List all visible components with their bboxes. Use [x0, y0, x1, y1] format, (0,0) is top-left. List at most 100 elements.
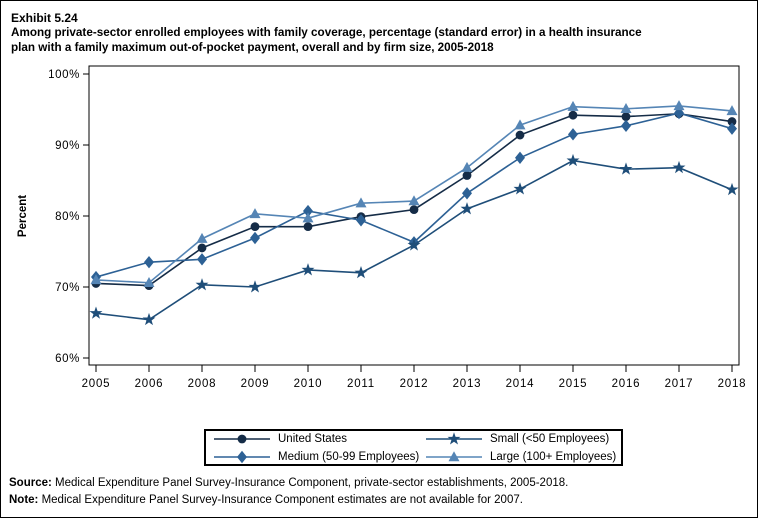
- x-tick-label: 2005: [82, 378, 111, 390]
- star-marker: [407, 238, 421, 251]
- source-line: Source: Medical Expenditure Panel Survey…: [9, 475, 753, 492]
- triangle-marker: [514, 119, 526, 130]
- y-axis: 60% 70% 80% 90% 100% Percent: [17, 69, 89, 365]
- x-tick-label: 2006: [135, 378, 164, 390]
- triangle-marker: [90, 274, 102, 285]
- diamond-legend-swatch: [214, 450, 270, 463]
- triangle-marker: [249, 208, 261, 219]
- star-marker: [248, 280, 262, 293]
- diamond-marker: [515, 151, 525, 164]
- diamond-marker: [303, 204, 313, 218]
- circle-marker: [409, 205, 419, 215]
- triangle-marker: [196, 232, 208, 243]
- x-tick-label: 2010: [294, 378, 323, 390]
- diamond-marker: [621, 119, 631, 133]
- title-block: Exhibit 5.24 Among private-sector enroll…: [11, 11, 751, 55]
- star-marker: [301, 263, 315, 276]
- legend-item-small-50-employees: Small (<50 Employees): [426, 430, 621, 447]
- plot-area: [88, 65, 740, 366]
- triangle-marker: [673, 100, 685, 111]
- circle-marker: [727, 117, 737, 126]
- series-medium-50-99-employees: [91, 106, 737, 284]
- diamond-marker: [462, 187, 472, 200]
- triangle-marker: [620, 102, 632, 113]
- star-marker: [195, 278, 209, 291]
- diamond-marker: [197, 253, 207, 266]
- x-tick-label: 2008: [188, 378, 217, 390]
- series-large-100-employees: [90, 100, 738, 287]
- triangle-marker: [567, 100, 579, 111]
- legend-item-medium-50-99-employees: Medium (50-99 Employees): [214, 448, 426, 465]
- triangle-marker: [408, 195, 420, 206]
- exhibit-number: Exhibit 5.24: [11, 11, 78, 25]
- diamond-marker: [356, 214, 366, 227]
- triangle-marker: [726, 105, 738, 116]
- chart-legend: United States Small (<50 Employees) Medium…: [204, 429, 623, 466]
- star-marker: [513, 182, 527, 195]
- diamond-marker: [237, 450, 247, 463]
- note-label: Note:: [9, 493, 39, 506]
- x-tick-label: 2013: [453, 378, 482, 390]
- circle-marker: [568, 110, 578, 120]
- star-marker: [672, 160, 686, 174]
- circle-legend-swatch: [214, 434, 270, 443]
- x-tick-label: 2017: [665, 378, 694, 390]
- footer-block: Source: Medical Expenditure Panel Survey…: [9, 475, 753, 508]
- star-marker: [725, 182, 739, 196]
- y-tick-label: 80%: [55, 211, 80, 223]
- legend-label: Small (<50 Employees): [490, 432, 610, 445]
- star-marker: [447, 431, 461, 444]
- star-legend-swatch: [426, 431, 482, 444]
- legend-label: Large (100+ Employees): [490, 450, 617, 463]
- x-tick-label: 2018: [718, 378, 747, 390]
- circle-marker: [515, 130, 525, 140]
- triangle-legend-swatch: [426, 450, 482, 461]
- diamond-marker: [144, 255, 154, 269]
- x-tick-label: 2014: [506, 378, 535, 390]
- x-tick-label: 2009: [241, 378, 270, 390]
- note-text: Medical Expenditure Panel Survey-Insuran…: [38, 493, 523, 506]
- y-tick-label: 100%: [48, 69, 80, 81]
- triangle-marker: [355, 197, 367, 208]
- star-marker: [142, 312, 156, 326]
- x-tick-label: 2015: [559, 378, 588, 390]
- x-tick-label: 2011: [347, 378, 375, 390]
- source-text: Medical Expenditure Panel Survey-Insuran…: [51, 477, 569, 489]
- circle-marker: [621, 112, 631, 121]
- circle-marker: [462, 171, 472, 180]
- y-tick-label: 90%: [55, 140, 80, 152]
- star-marker: [460, 202, 474, 215]
- circle-marker: [197, 243, 207, 253]
- triangle-marker: [143, 276, 155, 287]
- source-label: Source:: [9, 477, 52, 489]
- y-axis-title: Percent: [17, 195, 29, 237]
- star-marker: [354, 266, 368, 279]
- x-tick-label: 2016: [612, 378, 641, 390]
- triangle-marker: [302, 212, 314, 223]
- series-line: [95, 112, 733, 278]
- x-tick-label: 2012: [400, 378, 429, 390]
- note-line: Note: Medical Expenditure Panel Survey-I…: [9, 492, 753, 509]
- circle-marker: [303, 222, 313, 232]
- series-small-50-employees: [89, 153, 739, 326]
- star-marker: [619, 162, 633, 175]
- legend-item-united-states: United States: [214, 430, 426, 447]
- diamond-marker: [674, 106, 684, 120]
- chart-title-line-2: plan with a family maximum out-of-pocket…: [11, 40, 494, 54]
- star-marker: [89, 306, 103, 319]
- diamond-marker: [568, 128, 578, 141]
- x-axis: 2005 2006 2008 2009 2010 2011 2012 2013 2014 2015…: [82, 365, 747, 390]
- circle-marker: [250, 222, 260, 232]
- legend-item-large-100-employees: Large (100+ Employees): [426, 448, 621, 465]
- diamond-marker: [250, 231, 260, 245]
- legend-label: Medium (50-99 Employees): [278, 450, 420, 463]
- legend-label: United States: [278, 432, 348, 445]
- star-marker: [566, 153, 580, 167]
- chart-title-line-1: Among private-sector enrolled employees …: [11, 26, 642, 39]
- diamond-marker: [727, 122, 737, 135]
- y-tick-label: 60%: [55, 353, 80, 365]
- triangle-marker: [461, 161, 473, 172]
- triangle-marker: [448, 450, 460, 461]
